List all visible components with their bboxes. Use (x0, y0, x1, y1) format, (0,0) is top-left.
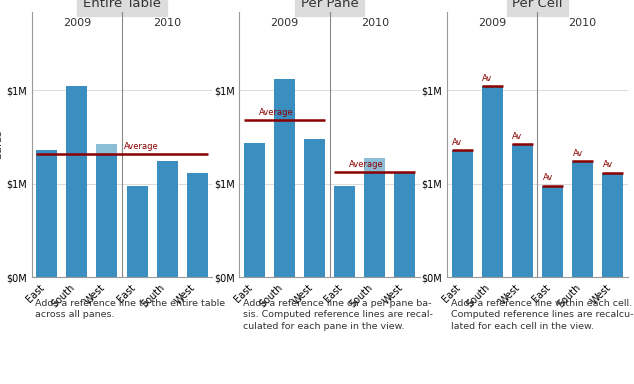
Title: Entire Table: Entire Table (83, 0, 161, 10)
Text: Average: Average (349, 160, 384, 169)
Bar (36, 150, 57, 277)
Bar (96, 144, 117, 154)
Text: 2009: 2009 (478, 18, 507, 28)
Bar (157, 161, 178, 277)
Title: Per Pane: Per Pane (301, 0, 359, 10)
Text: Av: Av (543, 173, 553, 182)
Bar (602, 172, 623, 277)
Bar (304, 139, 325, 277)
Text: Average: Average (259, 108, 294, 117)
Text: 2010: 2010 (153, 18, 181, 28)
Text: 2010: 2010 (361, 18, 389, 28)
Text: 2009: 2009 (63, 18, 91, 28)
Text: 2009: 2009 (271, 18, 299, 28)
Bar (394, 172, 415, 277)
Text: Av: Av (512, 132, 522, 141)
Bar (186, 172, 208, 277)
Bar (572, 161, 593, 277)
Bar (365, 157, 385, 277)
Title: Per Cell: Per Cell (512, 0, 562, 10)
Bar (451, 150, 473, 277)
Text: Average: Average (124, 142, 158, 151)
Text: Av: Av (573, 149, 583, 158)
Text: Av: Av (482, 74, 493, 83)
Bar (482, 86, 503, 277)
Text: Av: Av (452, 138, 462, 147)
Bar (96, 144, 117, 277)
Bar (365, 157, 385, 172)
Text: 2010: 2010 (569, 18, 597, 28)
Text: Adds a reference line on a per pane ba-
sis. Computed reference lines are recal-: Adds a reference line on a per pane ba- … (243, 299, 433, 331)
Bar (542, 185, 563, 277)
Text: Adds a reference line to the entire table
across all panes.: Adds a reference line to the entire tabl… (36, 299, 226, 319)
Text: Adds a reference line within each cell.
Computed reference lines are recalcu-
la: Adds a reference line within each cell. … (451, 299, 633, 331)
Bar (67, 86, 87, 277)
Bar (334, 185, 355, 277)
Bar (244, 142, 265, 277)
Bar (512, 144, 533, 277)
Bar (274, 79, 295, 277)
Text: Av: Av (603, 160, 613, 169)
Y-axis label: Sales: Sales (0, 129, 3, 159)
Bar (127, 185, 148, 277)
